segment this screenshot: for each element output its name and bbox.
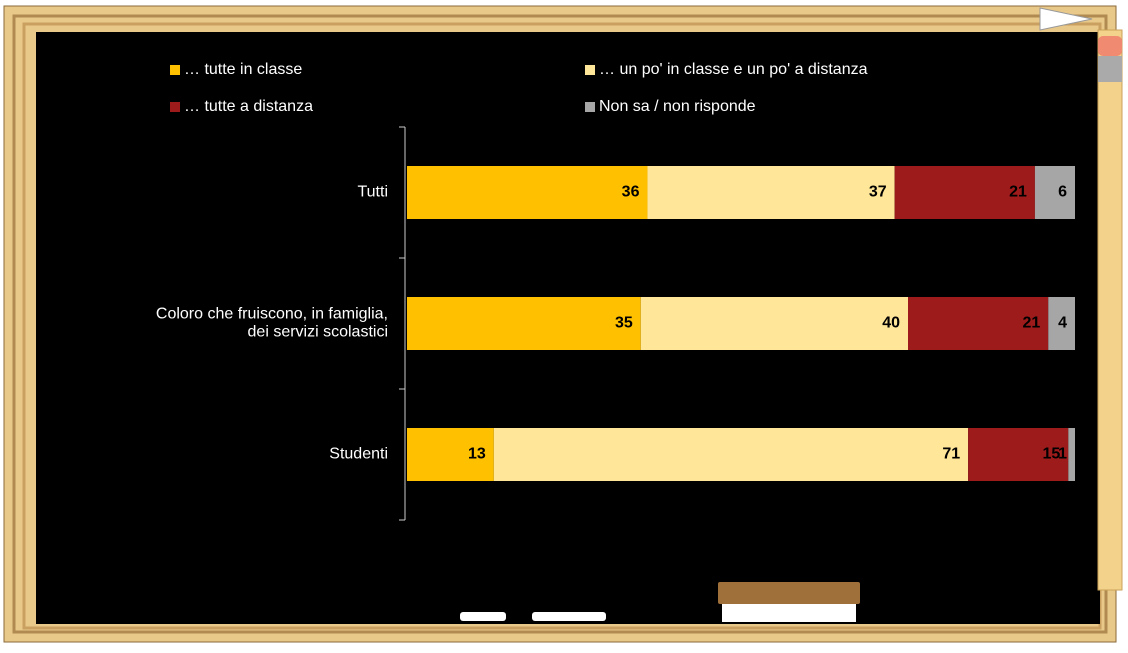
value-label: 71 <box>942 446 960 463</box>
bar-segment <box>640 297 908 350</box>
value-label: 21 <box>1009 184 1027 201</box>
y-tick-label: Tutti <box>357 184 388 201</box>
legend-label: … un po' in classe e un po' a distanza <box>599 61 868 78</box>
bar-segment <box>407 428 494 481</box>
legend-label: Non sa / non risponde <box>599 98 756 115</box>
legend-swatch <box>585 65 595 75</box>
eraser-handle <box>718 582 860 604</box>
bar-segment <box>968 428 1069 481</box>
pencil-ferrule <box>1098 56 1122 82</box>
bar-segment <box>407 166 648 219</box>
pencil-eraser <box>1098 36 1122 56</box>
value-label: 37 <box>869 184 887 201</box>
bar-segment <box>1048 297 1075 350</box>
legend-label: … tutte in classe <box>184 61 302 78</box>
bar-segment <box>493 428 969 481</box>
value-label: 40 <box>882 315 900 332</box>
value-label: 21 <box>1022 315 1040 332</box>
value-label: 4 <box>1058 315 1067 332</box>
bar-segment <box>407 297 641 350</box>
legend-label: … tutte a distanza <box>184 98 313 115</box>
pencil-body <box>1097 29 1123 591</box>
legend-swatch <box>585 102 595 112</box>
legend-swatch <box>170 102 180 112</box>
chalk <box>532 612 606 621</box>
y-tick-label: Coloro che fruiscono, in famiglia, dei se… <box>156 306 388 341</box>
value-label: 36 <box>622 184 640 201</box>
legend-swatch <box>170 65 180 75</box>
eraser-pad <box>722 602 856 622</box>
bar-segment <box>894 166 1035 219</box>
y-tick-label: Studenti <box>329 446 388 463</box>
pencil-tip <box>1039 7 1093 31</box>
bar-segment <box>908 297 1049 350</box>
value-label: 35 <box>615 315 633 332</box>
value-label: 6 <box>1058 184 1067 201</box>
bar-segment <box>1068 428 1075 481</box>
value-label: 15 <box>1043 446 1061 463</box>
value-label: 1 <box>1058 446 1067 463</box>
chalk <box>460 612 506 621</box>
bar-segment <box>1034 166 1075 219</box>
value-label: 13 <box>468 446 486 463</box>
bar-segment <box>647 166 895 219</box>
